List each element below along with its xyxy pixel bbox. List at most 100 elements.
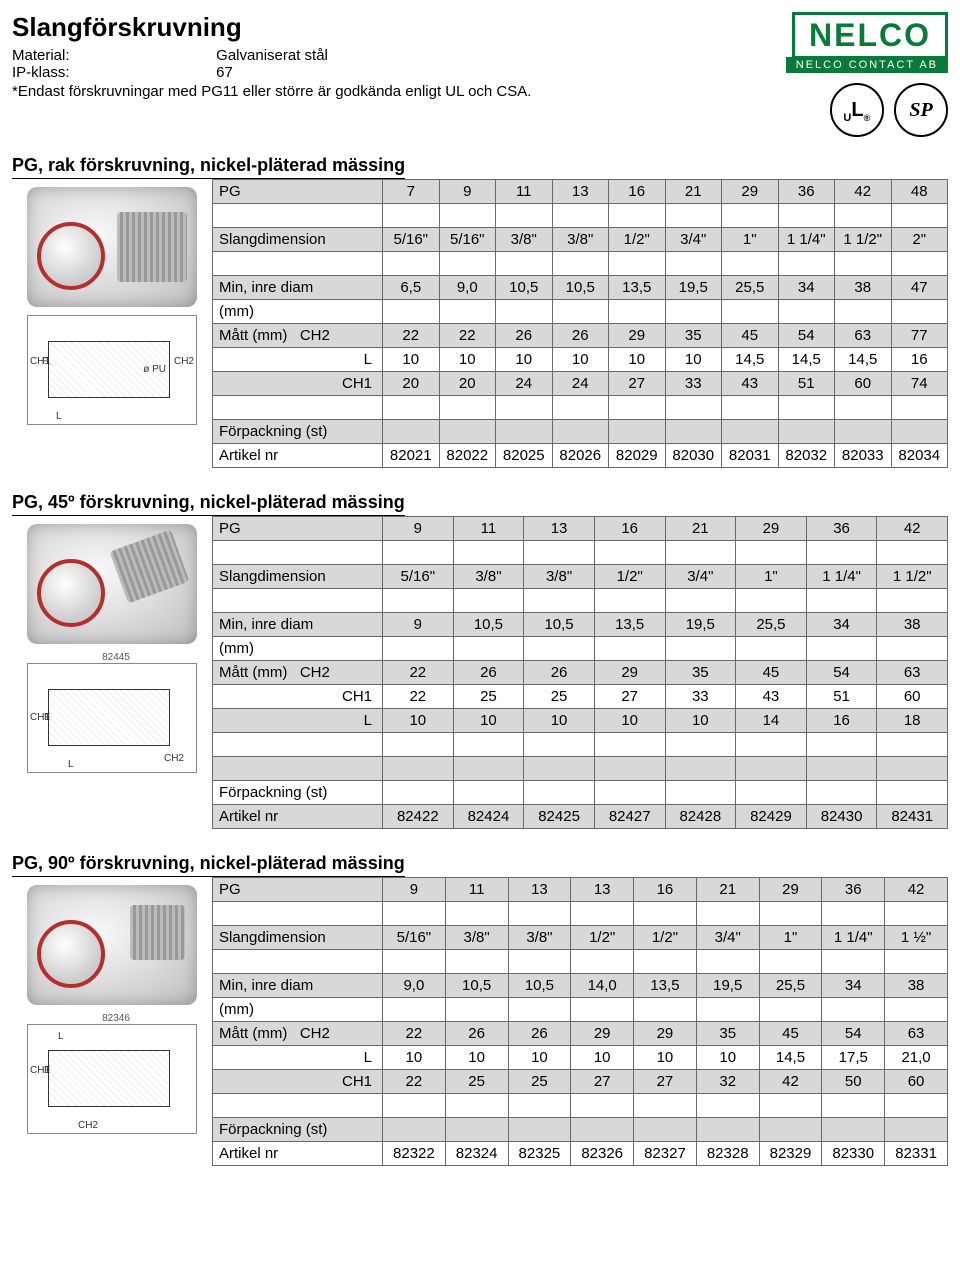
s2-blank4-label — [213, 757, 383, 781]
s2-pg-cell: 11 — [453, 517, 524, 541]
s3-pg-cell: 13 — [508, 878, 571, 902]
s3-min-cell: 10,5 — [445, 974, 508, 998]
s3-ch2-cell: 29 — [571, 1022, 634, 1046]
s2-blank2-cell — [453, 589, 524, 613]
s2-slangdim-cell: 1/2" — [594, 565, 665, 589]
s1-min-cell: 25,5 — [722, 276, 779, 300]
section2-tech-diagram: CH1 F L CH2 — [27, 663, 197, 773]
s3-mm-row: (mm) — [213, 998, 948, 1022]
s2-artikel-cell: 82428 — [665, 805, 736, 829]
s3-ch1-cell: 50 — [822, 1070, 885, 1094]
s1-ch2-cell: 54 — [778, 324, 835, 348]
s1-blank1-cell — [835, 204, 892, 228]
s2-ch2-cell: 35 — [665, 661, 736, 685]
s3-blank3-cell — [822, 1094, 885, 1118]
s3-pg-row: PG91113131621293642 — [213, 878, 948, 902]
s2-forpack-cell — [665, 781, 736, 805]
s1-l-row: L10101010101014,514,514,516 — [213, 348, 948, 372]
s1-blank3-cell — [383, 396, 440, 420]
s1-ch2-cell: 26 — [552, 324, 609, 348]
section2-images: 82445 CH1 F L CH2 — [12, 516, 212, 773]
s3-forpack-label: Förpackning (st) — [213, 1118, 383, 1142]
s2-mm-label: (mm) — [213, 637, 383, 661]
s3-blank2-label — [213, 950, 383, 974]
s1-pg-cell: 29 — [722, 180, 779, 204]
s1-l-cell: 14,5 — [835, 348, 892, 372]
s3-ch1-cell: 27 — [571, 1070, 634, 1094]
s2-ch1-cell: 43 — [736, 685, 807, 709]
s2-ch1-cell: 22 — [383, 685, 454, 709]
s3-mm-cell — [383, 998, 446, 1022]
s1-forpack-cell — [496, 420, 553, 444]
s1-ch1-cell: 74 — [891, 372, 948, 396]
s2-blank3-cell — [877, 733, 948, 757]
s3-artikel-cell: 82322 — [383, 1142, 446, 1166]
s3-blank1-row — [213, 902, 948, 926]
s1-min-cell: 10,5 — [496, 276, 553, 300]
s1-pg-cell: 42 — [835, 180, 892, 204]
s3-forpack-cell — [885, 1118, 948, 1142]
s2-l-cell: 10 — [594, 709, 665, 733]
s2-blank3-cell — [594, 733, 665, 757]
s2-blank4-cell — [453, 757, 524, 781]
s1-forpack-cell — [778, 420, 835, 444]
s1-l-cell: 10 — [383, 348, 440, 372]
s1-blank2-cell — [722, 252, 779, 276]
s3-blank1-cell — [759, 902, 822, 926]
s3-blank2-cell — [508, 950, 571, 974]
s1-pg-cell: 13 — [552, 180, 609, 204]
s3-pg-cell: 21 — [696, 878, 759, 902]
s3-blank3-cell — [634, 1094, 697, 1118]
s1-slangdim-cell: 2" — [891, 228, 948, 252]
s2-slangdim-cell: 1 1/2" — [877, 565, 948, 589]
s3-ch2-cell: 29 — [634, 1022, 697, 1046]
s3-artikel-row: Artikel nr823228232482325823268232782328… — [213, 1142, 948, 1166]
s3-slangdim-row: Slangdimension5/16"3/8"3/8"1/2"1/2"3/4"1… — [213, 926, 948, 950]
s2-ch1-cell: 27 — [594, 685, 665, 709]
s1-pg-cell: 7 — [383, 180, 440, 204]
s1-ch1-cell: 60 — [835, 372, 892, 396]
s3-blank3-cell — [445, 1094, 508, 1118]
s1-blank1-cell — [383, 204, 440, 228]
s3-ch1-cell: 60 — [885, 1070, 948, 1094]
s1-blank1-cell — [722, 204, 779, 228]
s3-blank2-cell — [759, 950, 822, 974]
s1-blank1-cell — [891, 204, 948, 228]
s2-l-cell: 10 — [524, 709, 595, 733]
s3-ch1-cell: 32 — [696, 1070, 759, 1094]
s1-blank1-cell — [778, 204, 835, 228]
s1-slangdim-cell: 5/16" — [383, 228, 440, 252]
s1-l-cell: 14,5 — [778, 348, 835, 372]
s2-artikel-cell: 82427 — [594, 805, 665, 829]
s1-ch2-cell: 45 — [722, 324, 779, 348]
s2-min-cell: 38 — [877, 613, 948, 637]
s2-blank4-cell — [383, 757, 454, 781]
s2-mm-cell — [594, 637, 665, 661]
s3-artikel-cell: 82328 — [696, 1142, 759, 1166]
s1-pg-cell: 21 — [665, 180, 722, 204]
s3-ch1-cell: 25 — [445, 1070, 508, 1094]
s2-ch1-cell: 25 — [524, 685, 595, 709]
s3-artikel-cell: 82326 — [571, 1142, 634, 1166]
s1-slangdim-label: Slangdimension — [213, 228, 383, 252]
s3-blank1-cell — [383, 902, 446, 926]
s3-min-row: Min, inre diam9,010,510,514,013,519,525,… — [213, 974, 948, 998]
s3-pg-label: PG — [213, 878, 383, 902]
s2-blank4-cell — [665, 757, 736, 781]
s1-min-cell: 13,5 — [609, 276, 666, 300]
material-label: Material: — [12, 47, 212, 64]
s3-ch2-cell: 63 — [885, 1022, 948, 1046]
s1-slangdim-cell: 1 1/4" — [778, 228, 835, 252]
s2-blank1-cell — [524, 541, 595, 565]
s2-blank2-cell — [665, 589, 736, 613]
s2-blank4-cell — [594, 757, 665, 781]
s2-ch2-cell: 63 — [877, 661, 948, 685]
s2-mm-cell — [524, 637, 595, 661]
s1-pg-cell: 36 — [778, 180, 835, 204]
s1-ch1-cell: 24 — [496, 372, 553, 396]
page-title: Slangförskruvning — [12, 12, 786, 43]
s1-ch2-cell: 22 — [439, 324, 496, 348]
section1-table-wrap: PG791113162129364248Slangdimension5/16"5… — [212, 179, 948, 468]
s2-artikel-cell: 82431 — [877, 805, 948, 829]
s3-l-cell: 14,5 — [759, 1046, 822, 1070]
